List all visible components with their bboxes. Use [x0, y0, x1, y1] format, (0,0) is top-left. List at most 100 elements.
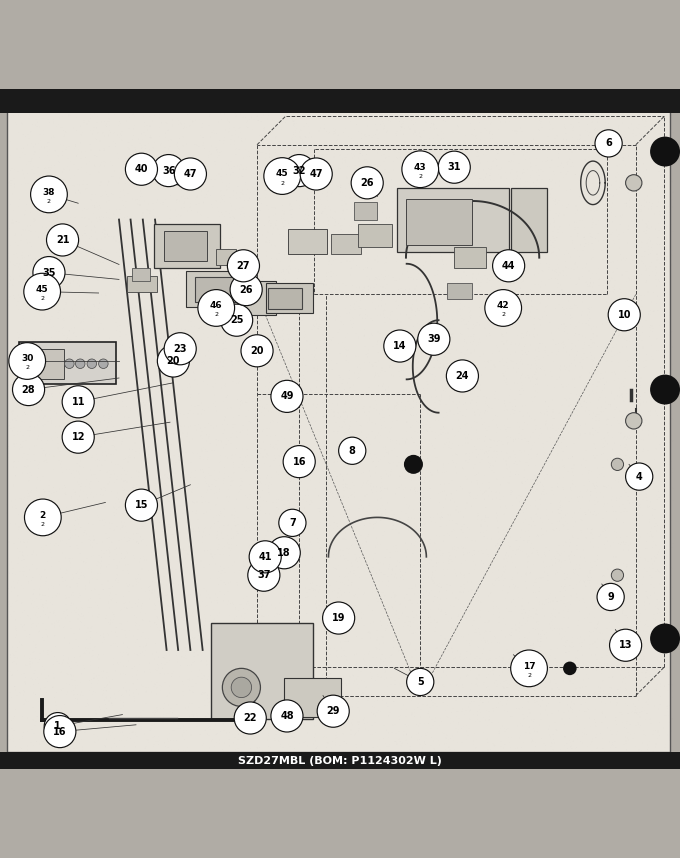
Point: [556, 137, 567, 151]
Point: [235, 395, 246, 408]
Point: [475, 544, 486, 558]
Point: [429, 589, 440, 603]
Point: [517, 275, 528, 288]
Point: [596, 601, 607, 615]
Point: [74, 511, 85, 525]
Point: [471, 606, 482, 619]
Point: [295, 124, 306, 137]
Point: [27, 535, 37, 549]
Point: [353, 663, 364, 677]
Point: [626, 136, 636, 149]
Point: [44, 335, 55, 348]
Point: [405, 270, 416, 284]
Point: [89, 200, 100, 214]
Point: [193, 387, 204, 401]
Point: [237, 204, 248, 218]
Point: [328, 480, 339, 493]
Point: [479, 227, 490, 241]
Point: [356, 748, 367, 762]
Point: [202, 673, 213, 686]
Point: [225, 474, 236, 488]
Point: [198, 450, 209, 464]
Point: [73, 584, 84, 598]
Point: [527, 371, 538, 384]
Point: [547, 480, 558, 494]
Point: [579, 505, 590, 519]
Point: [394, 198, 405, 212]
Point: [377, 206, 388, 220]
Point: [561, 184, 572, 197]
Point: [12, 165, 23, 178]
Point: [636, 308, 647, 322]
Point: [453, 680, 464, 693]
Point: [116, 696, 126, 710]
Point: [156, 257, 167, 270]
Point: [212, 528, 223, 541]
Point: [367, 676, 377, 690]
Point: [392, 246, 403, 260]
Point: [409, 728, 420, 741]
Point: [530, 419, 541, 432]
Point: [92, 429, 103, 443]
Point: [143, 456, 154, 469]
Point: [328, 596, 339, 610]
Point: [144, 656, 155, 670]
Point: [396, 315, 407, 329]
Point: [641, 480, 651, 494]
Point: [287, 683, 298, 697]
Point: [647, 319, 658, 333]
Point: [505, 263, 516, 276]
Point: [29, 719, 40, 733]
Point: [384, 241, 394, 255]
Point: [128, 677, 139, 691]
Point: [294, 715, 305, 728]
Point: [11, 461, 22, 474]
Point: [47, 202, 58, 216]
Point: [183, 457, 194, 471]
Point: [322, 450, 333, 464]
Point: [400, 733, 411, 746]
Point: [646, 521, 657, 535]
Point: [372, 503, 383, 517]
Point: [302, 192, 313, 206]
Point: [554, 286, 565, 299]
Point: [510, 94, 521, 107]
Point: [575, 250, 585, 263]
Point: [150, 576, 160, 589]
Point: [425, 247, 436, 261]
Point: [252, 555, 262, 569]
Point: [152, 369, 163, 383]
Point: [574, 328, 585, 341]
Point: [324, 319, 335, 333]
Point: [83, 114, 94, 128]
Point: [607, 739, 617, 752]
Point: [224, 479, 235, 492]
Point: [330, 561, 341, 575]
Point: [422, 654, 432, 668]
Text: 49: 49: [280, 391, 294, 402]
Point: [643, 464, 653, 478]
Point: [466, 102, 477, 116]
Point: [88, 549, 99, 563]
Point: [461, 336, 472, 350]
Point: [166, 669, 177, 683]
Point: [625, 432, 636, 445]
Point: [169, 226, 180, 239]
Point: [412, 700, 423, 714]
Point: [633, 478, 644, 492]
Point: [513, 542, 524, 556]
Point: [276, 602, 287, 616]
Point: [329, 150, 340, 164]
Point: [656, 245, 667, 259]
FancyBboxPatch shape: [268, 288, 302, 309]
Point: [264, 299, 275, 312]
Point: [284, 347, 295, 361]
Point: [444, 181, 455, 195]
Point: [588, 421, 598, 435]
Point: [532, 448, 543, 462]
Point: [544, 652, 555, 666]
Point: [118, 693, 129, 707]
Point: [30, 214, 41, 227]
Point: [69, 589, 80, 602]
Point: [582, 569, 593, 583]
